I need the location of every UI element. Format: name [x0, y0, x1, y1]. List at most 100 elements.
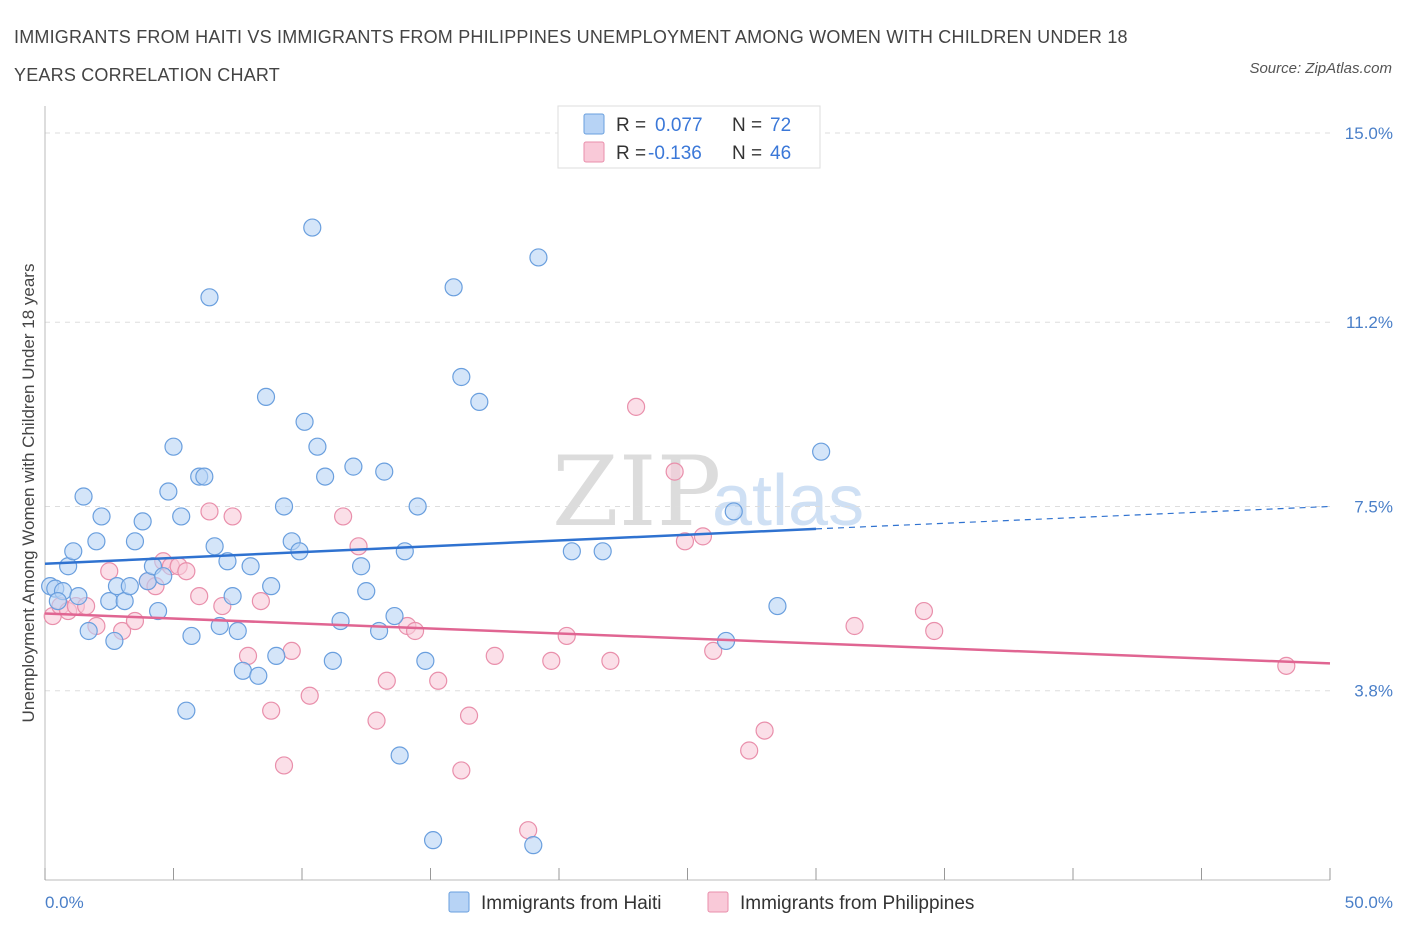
philippines-point — [485, 646, 504, 665]
haiti-point — [223, 587, 242, 606]
haiti-point — [210, 616, 229, 636]
source-label: Source: ZipAtlas.com — [1249, 60, 1392, 77]
legend-n-label-haiti: N = — [732, 115, 762, 136]
haiti-point — [64, 542, 83, 561]
haiti-point — [69, 587, 88, 606]
y-tick-labels: 3.8% 7.5% 11.2% 15.0% — [1345, 124, 1393, 701]
philippines-point — [262, 701, 281, 720]
haiti-point — [249, 666, 268, 685]
y-tick-label: 7.5% — [1354, 497, 1393, 516]
philippines-point — [740, 741, 759, 760]
legend-swatch-philippines — [583, 141, 605, 163]
haiti-point — [395, 542, 414, 561]
philippines-point — [693, 527, 713, 546]
philippines-point — [274, 756, 294, 775]
haiti-point — [256, 387, 276, 407]
haiti-trend-line — [44, 527, 817, 565]
x-tick-label: 0.0% — [45, 893, 84, 912]
y-tick-label: 3.8% — [1354, 682, 1393, 701]
haiti-point — [470, 392, 489, 411]
haiti-point — [352, 557, 371, 576]
haiti-point — [92, 507, 111, 526]
haiti-point — [228, 621, 247, 641]
haiti-point — [308, 437, 327, 456]
legend-r-label-philippines: R = — [616, 143, 646, 164]
haiti-points — [41, 218, 831, 855]
haiti-point — [768, 596, 787, 616]
y-tick-label: 11.2% — [1346, 313, 1393, 332]
haiti-point — [344, 457, 363, 476]
philippines-point — [300, 686, 319, 705]
bottom-legend-swatch-haiti — [448, 891, 470, 913]
philippines-point — [367, 711, 386, 730]
x-tick-labels: 0.0% 50.0% — [45, 893, 1393, 912]
trend-lines — [44, 505, 1331, 665]
haiti-point — [233, 661, 252, 680]
haiti-point — [205, 537, 224, 556]
y-tick-label: 15.0% — [1345, 124, 1393, 143]
haiti-point — [148, 601, 168, 621]
legend-n-value-haiti: 72 — [770, 115, 791, 136]
haiti-point — [593, 542, 612, 561]
bottom-legend-label-haiti: Immigrants from Haiti — [481, 893, 662, 914]
haiti-point — [79, 621, 98, 641]
haiti-point — [385, 606, 404, 626]
philippines-point — [704, 641, 723, 661]
legend-r-value-philippines: -0.136 — [648, 143, 702, 164]
legend-n-value-philippines: 46 — [770, 143, 791, 164]
philippines-point — [755, 721, 774, 740]
philippines-point — [845, 616, 864, 636]
haiti-point — [195, 467, 214, 486]
haiti-point — [390, 746, 409, 765]
correlation-legend: R = 0.077 N = 72 R = -0.136 N = 46 — [557, 105, 821, 169]
philippines-trend-line — [44, 612, 1331, 665]
haiti-point — [444, 278, 463, 297]
bottom-legend-label-philippines: Immigrants from Philippines — [740, 893, 974, 914]
philippines-point — [177, 562, 196, 581]
haiti-point — [48, 591, 67, 611]
philippines-point — [459, 706, 479, 725]
haiti-point — [416, 651, 435, 670]
philippines-point — [542, 651, 561, 670]
haiti-point — [87, 532, 106, 551]
watermark-zip: ZIP — [552, 436, 721, 548]
philippines-point — [626, 397, 646, 416]
watermark: ZIP atlas — [552, 436, 864, 548]
haiti-point — [295, 412, 314, 431]
haiti-point — [218, 552, 237, 571]
haiti-point — [423, 831, 443, 850]
philippines-point — [349, 537, 368, 556]
haiti-point — [331, 611, 350, 631]
philippines-point — [377, 671, 396, 690]
philippines-point — [282, 641, 301, 661]
haiti-point — [267, 646, 286, 665]
haiti-point — [562, 542, 581, 561]
bottom-legend-swatch-philippines — [707, 891, 729, 913]
haiti-point — [200, 288, 219, 307]
philippines-point — [452, 761, 471, 780]
philippines-point — [675, 532, 695, 551]
haiti-point — [452, 367, 471, 387]
haiti-point — [105, 631, 124, 651]
haiti-point — [303, 218, 322, 237]
haiti-point — [408, 497, 427, 516]
philippines-point — [223, 507, 242, 526]
philippines-point — [557, 626, 576, 646]
haiti-point — [316, 467, 335, 486]
philippines-point — [200, 502, 219, 521]
chart-title: IMMIGRANTS FROM HAITI VS IMMIGRANTS FROM… — [14, 27, 1128, 85]
y-axis-label: Unemployment Among Women with Children U… — [19, 264, 38, 723]
haiti-point — [274, 497, 294, 516]
haiti-point — [172, 507, 191, 526]
haiti-point — [323, 651, 342, 670]
x-tick-label: 50.0% — [1345, 893, 1393, 912]
series-legend: Immigrants from Haiti Immigrants from Ph… — [448, 891, 974, 914]
philippines-point — [334, 507, 353, 526]
philippines-point — [665, 462, 684, 481]
axes — [44, 106, 1331, 881]
haiti-point — [524, 836, 543, 855]
haiti-point — [125, 532, 145, 551]
haiti-point — [812, 442, 831, 461]
haiti-point — [154, 567, 173, 586]
